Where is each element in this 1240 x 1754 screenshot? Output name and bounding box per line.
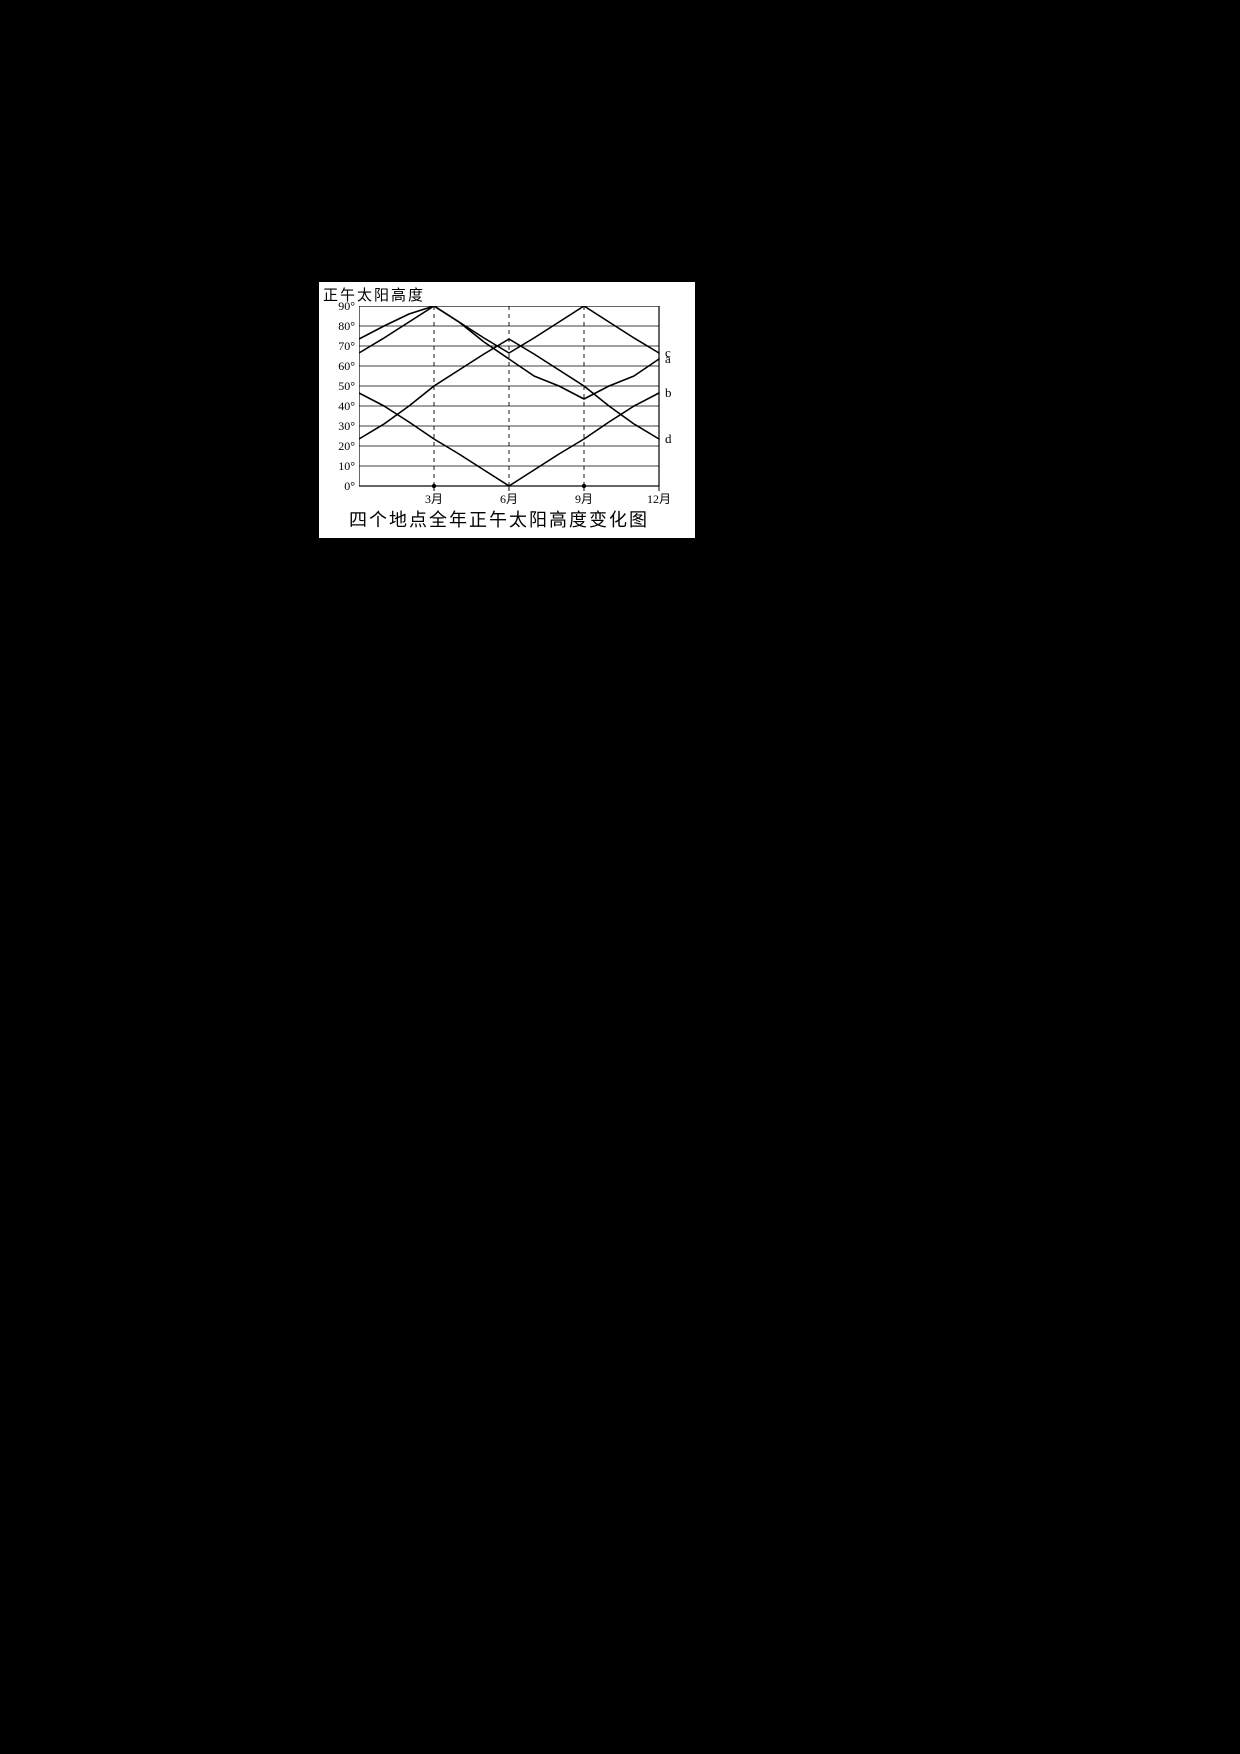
- series-label-a: a: [665, 351, 671, 367]
- x-tick-label: 9月: [569, 490, 599, 507]
- x-tick-label: 3月: [419, 490, 449, 507]
- y-tick-label: 70°: [325, 339, 355, 354]
- chart-caption: 四个地点全年正午太阳高度变化图: [349, 506, 649, 532]
- series-label-b: b: [665, 385, 672, 401]
- y-tick-label: 0°: [325, 479, 355, 494]
- x-tick-label: 6月: [494, 490, 524, 507]
- y-tick-label: 60°: [325, 359, 355, 374]
- y-tick-label: 80°: [325, 319, 355, 334]
- x-tick-label: 12月: [644, 490, 674, 507]
- plot-area: [359, 306, 689, 506]
- chart-inner: 正午太阳高度 0°10°20°30°40°50°60°70°80°90° 3月6…: [319, 282, 695, 538]
- y-tick-label: 10°: [325, 459, 355, 474]
- y-tick-label: 20°: [325, 439, 355, 454]
- y-tick-label: 50°: [325, 379, 355, 394]
- y-tick-label: 30°: [325, 419, 355, 434]
- series-label-d: d: [665, 431, 672, 447]
- y-tick-label: 40°: [325, 399, 355, 414]
- chart-container: 正午太阳高度 0°10°20°30°40°50°60°70°80°90° 3月6…: [317, 280, 697, 540]
- page: 正午太阳高度 0°10°20°30°40°50°60°70°80°90° 3月6…: [0, 0, 1240, 1754]
- y-tick-label: 90°: [325, 299, 355, 314]
